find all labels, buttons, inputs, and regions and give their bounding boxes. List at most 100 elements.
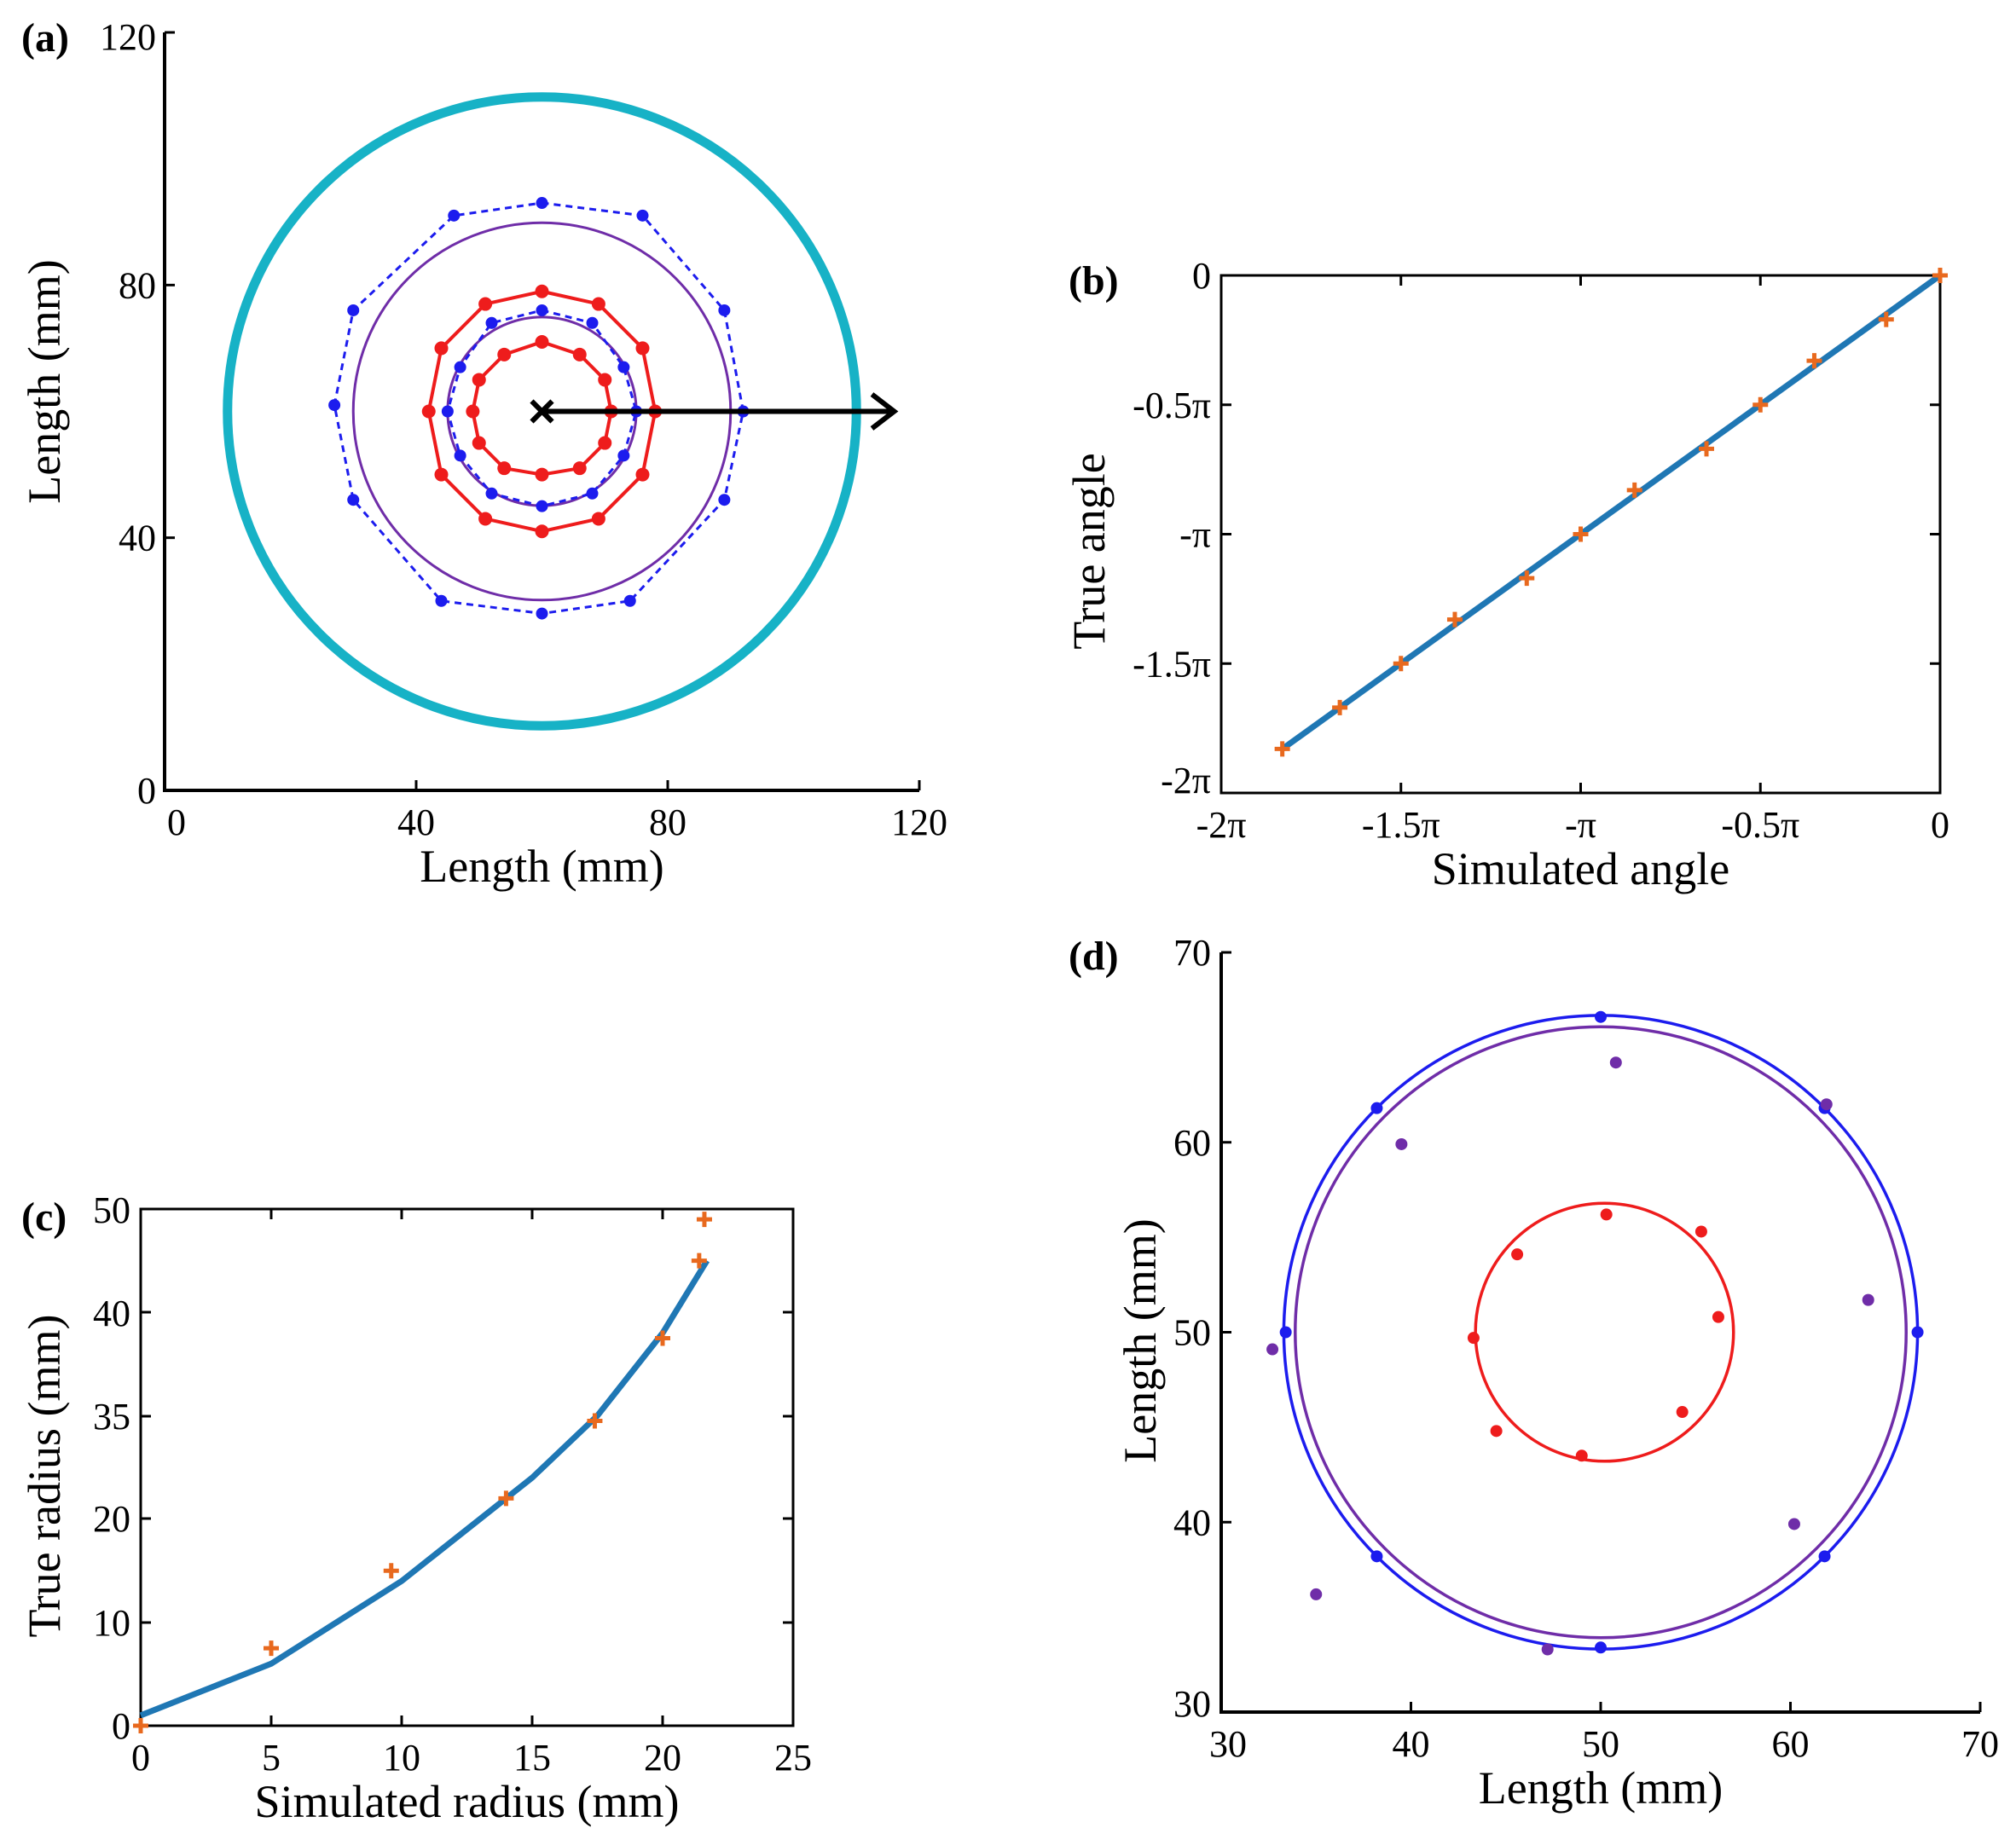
y-tick-label-b: -π [1179,514,1211,556]
red-point [572,461,587,476]
red-point [598,373,612,387]
y-axis-label-a: Length (mm) [19,259,70,503]
y-tick-label-d: 30 [1173,1683,1211,1725]
y-tick-label-b: -2π [1161,760,1211,801]
purple-point-d [1609,1056,1622,1069]
blue-point [454,449,466,462]
y-tick-label-c: 10 [93,1602,130,1644]
red-point [434,467,449,482]
series-line-c [139,1258,710,1719]
red-point-d [1712,1310,1724,1323]
red-point [635,467,650,482]
center-x-marker [530,399,554,424]
y-tick-label-d: 70 [1173,932,1211,974]
blue-point [718,494,731,506]
red-circle-d [1474,1201,1735,1463]
marker-c [696,1212,712,1228]
blue-point [617,361,630,373]
blue-point [441,405,454,418]
blue-point [435,594,448,607]
marker-c [264,1640,279,1657]
red-point [421,404,436,419]
blue-point-d [1370,1550,1383,1563]
x-axis-label-b: Simulated angle [1432,843,1729,894]
axes-d [1219,952,1980,1714]
y-tick-label-c: 50 [93,1189,130,1231]
y-axis-label-d: Length (mm) [1115,1218,1166,1462]
x-tick-label-a: 80 [649,801,686,843]
y-tick-label-a: 120 [100,16,156,58]
marker-b [1573,526,1589,542]
x-tick-label-c: 25 [774,1737,812,1779]
purple-point-d [1395,1137,1408,1150]
purple-point-d [1266,1343,1279,1356]
x-tick-label-a: 40 [397,801,435,843]
purple-point-d [1820,1098,1833,1111]
blue-point-d [1911,1326,1924,1339]
blue-point-d [1818,1550,1831,1563]
y-tick-label-c: 35 [93,1396,130,1438]
y-axis-label-c: True radius (mm) [19,1315,70,1638]
marker-c [691,1253,707,1269]
marker-b [1332,699,1348,715]
red-point [497,347,512,362]
blue-point [536,607,548,620]
x-tick-label-b: 0 [1931,804,1949,846]
y-tick-label-b: -0.5π [1133,385,1211,426]
marker-c [498,1490,514,1507]
y-tick-label-c: 40 [93,1293,130,1334]
x-tick-label-b: -π [1565,804,1596,846]
blue-point [485,316,498,329]
marker-b [1393,656,1409,672]
x-tick-label-c: 20 [644,1737,681,1779]
red-point [497,461,512,476]
red-point-d [1676,1406,1689,1419]
blue-point [328,399,341,412]
marker-b [1699,441,1715,457]
marker-c [587,1413,603,1429]
blue-point [448,209,461,222]
axes-c [139,1207,795,1727]
red-point [472,373,486,387]
red-point [535,284,549,298]
x-tick-label-b: -1.5π [1362,804,1440,846]
y-tick-label-b: 0 [1192,255,1211,297]
red-point-d [1511,1248,1524,1261]
marker-b [1446,611,1463,628]
y-axis-label-b: True angle [1063,453,1115,649]
blue-point [636,209,649,222]
x-tick-label-d: 30 [1209,1723,1247,1765]
series-line-b [1279,273,1943,753]
x-tick-label-c: 15 [513,1737,551,1779]
y-tick-label-a: 40 [119,518,156,559]
arrow-head [870,392,899,431]
y-tick-label-c: 20 [93,1498,130,1540]
purple-point-d [1310,1588,1323,1600]
y-tick-label-d: 60 [1173,1122,1211,1164]
marker-b [1274,741,1290,757]
blue-point-d [1595,1641,1607,1654]
x-tick-label-b: -2π [1196,804,1247,846]
y-tick-label-b: -1.5π [1133,643,1211,685]
red-point [635,341,650,356]
x-tick-label-d: 50 [1582,1723,1619,1765]
red-point [478,512,493,526]
red-point [466,404,480,419]
red-point-d [1600,1208,1613,1221]
x-tick-label-a: 120 [891,801,947,843]
red-point [591,512,605,526]
purple-point-d [1862,1293,1874,1306]
red-point [591,297,605,311]
red-point [478,297,493,311]
red-point [572,347,587,362]
y-tick-label-c: 0 [112,1705,130,1747]
red-point-d [1694,1225,1707,1238]
x-axis-label-d: Length (mm) [1479,1762,1723,1814]
red-point [535,467,549,482]
x-tick-label-d: 40 [1393,1723,1430,1765]
blue-point-d [1279,1326,1292,1339]
x-tick-label-c: 5 [262,1737,281,1779]
blue-point-d [1595,1010,1607,1023]
panel-label-d: (d) [1069,934,1119,979]
